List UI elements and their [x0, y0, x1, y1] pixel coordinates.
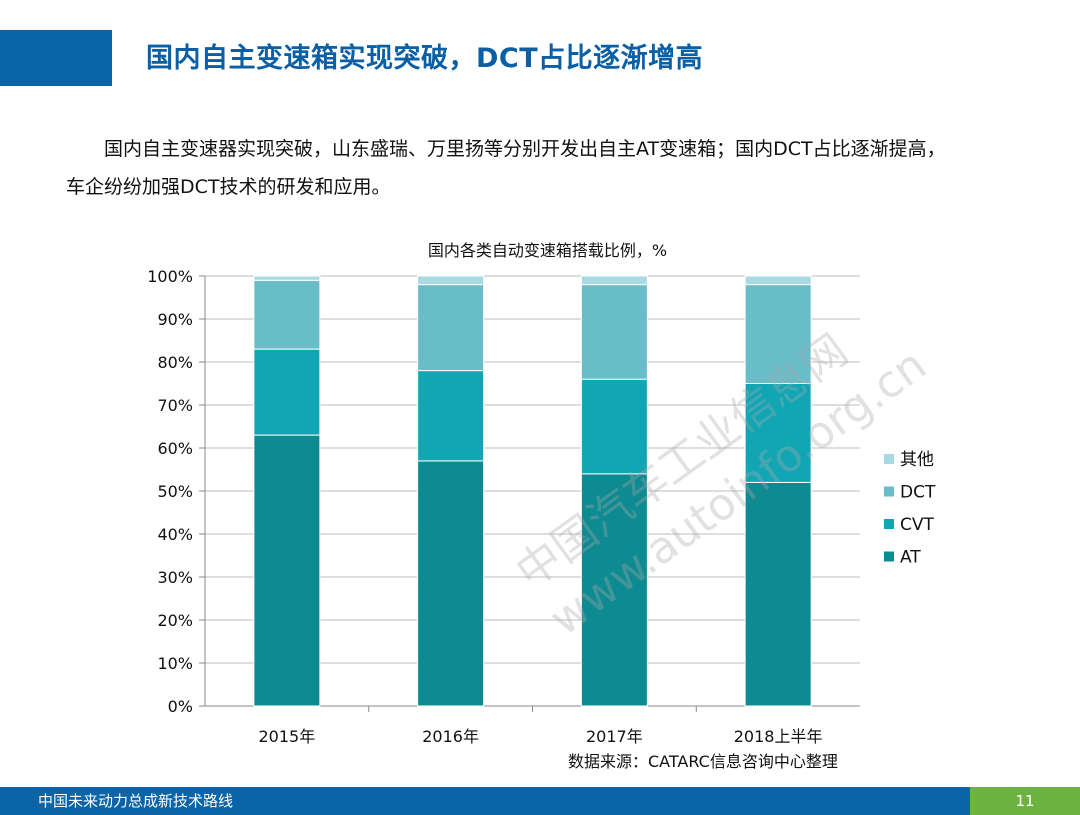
y-tick-label: 80% — [157, 353, 193, 372]
y-tick-label: 40% — [157, 525, 193, 544]
y-tick-label: 30% — [157, 568, 193, 587]
legend-swatch-CVT — [884, 519, 894, 529]
bar-segment-其他 — [744, 275, 812, 286]
bar-segment-AT — [417, 460, 485, 707]
bar-segment-CVT — [253, 348, 321, 436]
y-tick-label: 10% — [157, 654, 193, 673]
y-tick-label: 70% — [157, 396, 193, 415]
body-line-2: 车企纷纷加强DCT技术的研发和应用。 — [66, 176, 391, 198]
page-number-box: 11 — [970, 787, 1080, 815]
body-line-1: 国内自主变速器实现突破，山东盛瑞、万里扬等分别开发出自主AT变速箱；国内DCT占… — [66, 130, 1041, 168]
y-tick-label: 0% — [168, 697, 193, 716]
legend-swatch-其他 — [884, 454, 894, 464]
footer-text: 中国未来动力总成新技术路线 — [38, 792, 234, 810]
legend-swatch-DCT — [884, 486, 894, 497]
legend-swatch-AT — [884, 551, 894, 562]
bar-segment-CVT — [580, 378, 648, 475]
bar-segment-CVT — [744, 383, 812, 483]
bar-segment-DCT — [580, 284, 648, 380]
x-tick-label: 2015年 — [259, 727, 316, 746]
x-tick-label: 2017年 — [586, 727, 643, 746]
footer-bar: 中国未来动力总成新技术路线 11 — [0, 787, 1080, 815]
bar-segment-AT — [253, 434, 321, 707]
bar-segment-其他 — [417, 275, 485, 286]
page-title: 国内自主变速箱实现突破，DCT占比逐渐增高 — [146, 43, 704, 74]
body-line-1-text: 国内自主变速器实现突破，山东盛瑞、万里扬等分别开发出自主AT变速箱；国内DCT占… — [104, 138, 946, 160]
y-tick-label: 90% — [157, 310, 193, 329]
body-paragraph: 国内自主变速器实现突破，山东盛瑞、万里扬等分别开发出自主AT变速箱；国内DCT占… — [66, 130, 1041, 206]
source-note: 数据来源：CATARC信息咨询中心整理 — [568, 752, 838, 771]
chart-title: 国内各类自动变速箱搭载比例，% — [428, 241, 667, 260]
page-number: 11 — [1015, 792, 1035, 810]
bar-segment-其他 — [580, 275, 648, 286]
x-tick-label: 2016年 — [422, 727, 479, 746]
y-tick-label: 60% — [157, 439, 193, 458]
y-tick-label: 20% — [157, 611, 193, 630]
bar-segment-AT — [580, 473, 648, 707]
bar-segment-AT — [744, 481, 812, 707]
legend-label-其他: 其他 — [900, 450, 934, 470]
title-accent-bar — [0, 30, 112, 86]
y-tick-label: 100% — [147, 267, 193, 286]
bar-segment-DCT — [253, 279, 321, 350]
legend-label-DCT: DCT — [900, 483, 936, 503]
bar-segment-DCT — [417, 284, 485, 372]
y-tick-label: 50% — [157, 482, 193, 501]
bar-segment-其他 — [253, 275, 321, 281]
x-tick-label: 2018上半年 — [734, 727, 823, 746]
legend-label-AT: AT — [900, 548, 921, 568]
legend-label-CVT: CVT — [900, 515, 934, 535]
bar-segment-DCT — [744, 284, 812, 385]
bar-segment-CVT — [417, 370, 485, 462]
